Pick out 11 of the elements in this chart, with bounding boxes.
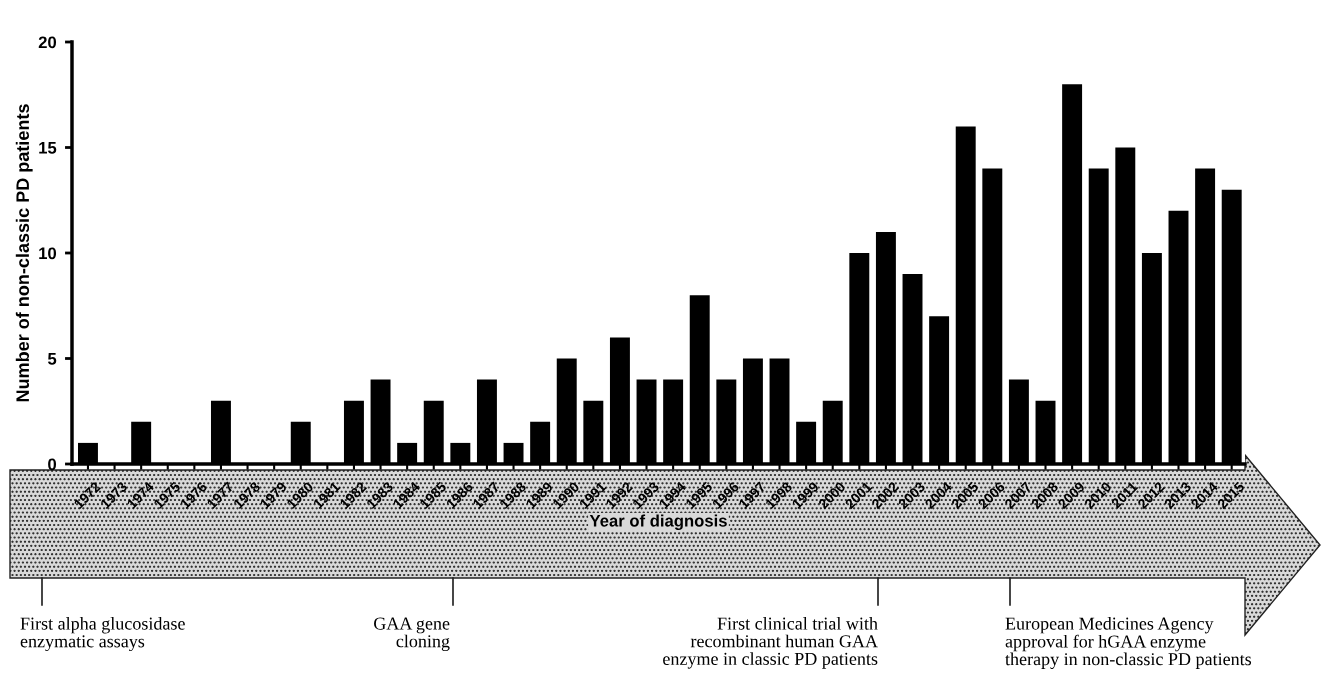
- x-axis-title: Year of diagnosis: [589, 514, 727, 531]
- text: First alpha glucosidase enzymatic assays: [20, 617, 185, 652]
- y-tick-label: 15: [39, 142, 57, 154]
- y-axis-title: Number of non-classic PD patients: [15, 104, 33, 402]
- text: GAA gene cloning: [374, 617, 450, 652]
- y-tick-label: 5: [47, 353, 57, 365]
- text: European Medicines Agency approval for hGAA enzyme therapy in non-classic PD patients: [1005, 617, 1252, 669]
- text: First clinical trial with recombinant human GAA enzyme in classic PD patients: [663, 617, 878, 669]
- y-tick-label: 10: [39, 247, 57, 260]
- y-tick-label: 20: [38, 36, 57, 49]
- y-tick-label: 0: [48, 458, 57, 471]
